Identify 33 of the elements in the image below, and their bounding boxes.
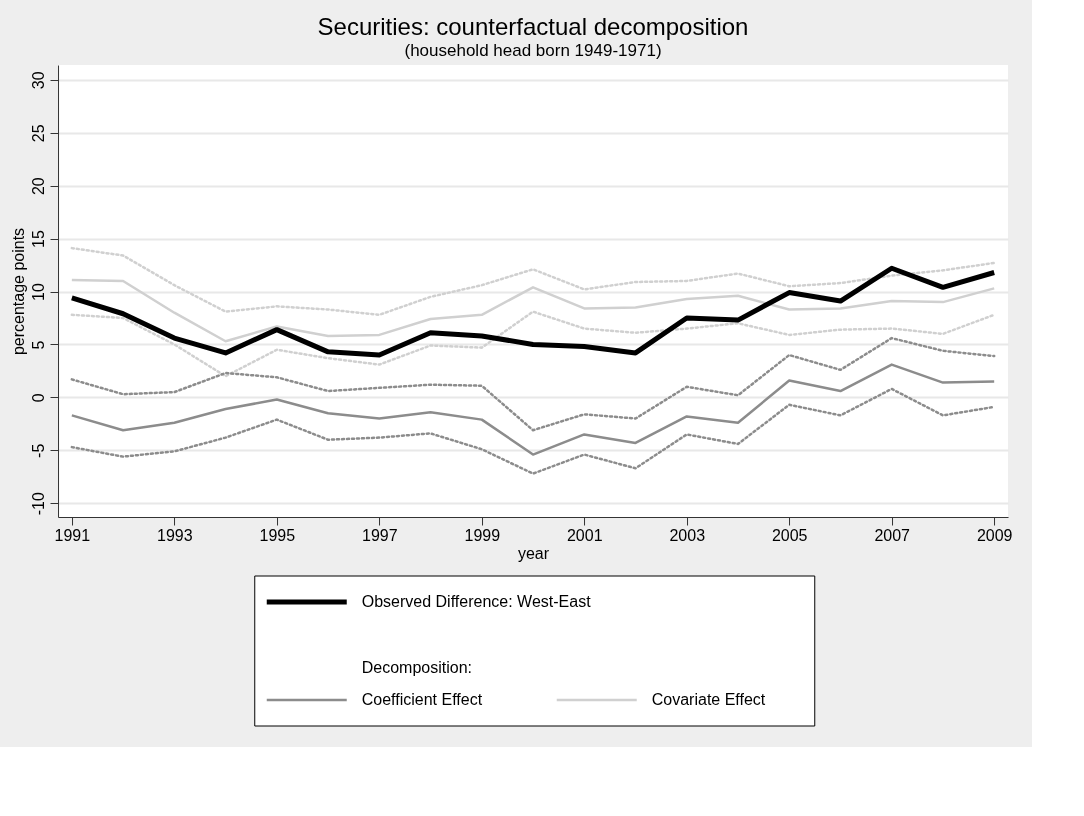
x-tick-label: 1993	[157, 526, 193, 544]
y-tick-label: -10	[29, 492, 47, 516]
line-series	[70, 278, 996, 343]
y-tick-label: 30	[29, 71, 47, 90]
line-series	[70, 387, 996, 475]
y-tick-label: 25	[29, 124, 47, 143]
x-tick-label: 2007	[874, 526, 911, 544]
line-series	[70, 336, 996, 432]
y-tick-label: 10	[29, 283, 47, 301]
chart-title: Securities: counterfactual decomposition	[317, 13, 749, 40]
x-tick-label: 2003	[669, 526, 706, 544]
line-series	[70, 246, 996, 317]
chart-subtitle: (household head born 1949-1971)	[404, 41, 662, 60]
y-tick-label: 20	[29, 177, 47, 196]
y-tick-label: -5	[29, 443, 47, 458]
y-tick-label: 5	[29, 340, 47, 350]
legend-label: Covariate Effect	[651, 691, 766, 708]
x-tick-label: 2005	[771, 526, 808, 544]
y-axis-title: percentage points	[9, 227, 27, 356]
line-series	[70, 310, 996, 378]
x-tick-label: 2001	[566, 526, 603, 544]
legend-label: Observed Difference: West-East	[361, 593, 592, 610]
x-axis-title: year	[517, 544, 550, 562]
x-tick-label: 1999	[464, 526, 501, 544]
y-tick-label: 15	[29, 230, 47, 248]
x-tick-label: 1997	[362, 526, 398, 544]
x-tick-label: 2009	[976, 526, 1013, 544]
y-tick-label: 0	[29, 393, 47, 403]
x-tick-label: 1991	[54, 526, 91, 544]
text: Decomposition:	[361, 659, 473, 676]
line-series	[70, 363, 996, 456]
x-tick-label: 1995	[259, 526, 296, 544]
legend-label: Coefficient Effect	[361, 691, 483, 708]
